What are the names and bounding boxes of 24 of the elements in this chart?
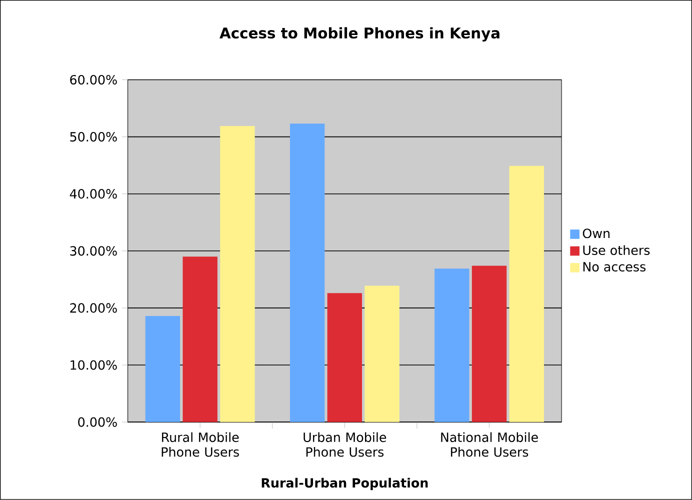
legend-label: Use others <box>583 245 650 256</box>
bar <box>434 268 470 422</box>
y-tick-label: 20.00% <box>70 303 117 313</box>
y-tick-label: 60.00% <box>70 75 117 85</box>
bar <box>509 166 544 422</box>
bar <box>472 266 507 422</box>
x-tick-label: National Mobile Phone Users <box>441 432 538 457</box>
bar <box>220 126 255 422</box>
x-tick-label: Rural Mobile Phone Users <box>162 432 239 457</box>
chart-title: Access to Mobile Phones in Kenya <box>220 27 500 42</box>
legend-label: No access <box>583 262 646 272</box>
x-tick-label: Urban Mobile Phone Users <box>304 432 386 457</box>
bar <box>290 124 325 422</box>
bar <box>145 316 180 422</box>
y-tick-label: 10.00% <box>70 360 117 370</box>
legend-label: Own <box>582 228 610 238</box>
bar <box>182 256 218 422</box>
y-tick-label: 50.00% <box>70 132 117 142</box>
y-tick-label: 40.00% <box>70 189 117 199</box>
bar <box>327 293 362 422</box>
y-tick-label: 30.00% <box>70 246 117 256</box>
bar <box>364 286 400 422</box>
y-tick-label: 0.00% <box>78 417 117 427</box>
x-axis-title: Rural-Urban Population <box>262 478 428 490</box>
